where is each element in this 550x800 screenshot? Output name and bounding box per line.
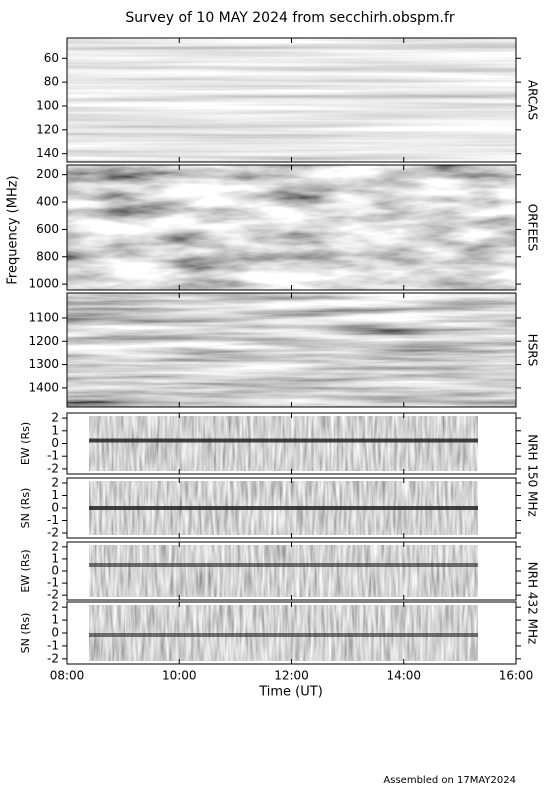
instrument-label: ORFEES xyxy=(526,204,540,251)
y-tick-label: 80 xyxy=(44,75,59,89)
nrh-band xyxy=(89,506,478,510)
nrh-band xyxy=(89,438,478,443)
y-tick-label: 2 xyxy=(51,411,59,425)
spectrogram xyxy=(67,293,516,407)
x-tick-label: 16:00 xyxy=(499,669,534,683)
spectrogram xyxy=(67,165,516,290)
y-tick-label: 2 xyxy=(51,476,59,490)
y-tick-label: 1000 xyxy=(28,277,59,291)
y-tick-label: -2 xyxy=(47,526,59,540)
spectrogram xyxy=(67,38,516,162)
y-tick-label: 60 xyxy=(44,51,59,65)
y-tick-label: 100 xyxy=(36,98,59,112)
y-tick-label: 1 xyxy=(51,423,59,437)
y-tick-label: 600 xyxy=(36,222,59,236)
x-tick-label: 08:00 xyxy=(50,669,85,683)
y-tick-label: 120 xyxy=(36,122,59,136)
y-tick-label: 400 xyxy=(36,195,59,209)
y-tick-label: -2 xyxy=(47,461,59,475)
y-tick-label: 1200 xyxy=(28,334,59,348)
panel-y-label: SN (Rs) xyxy=(19,613,32,654)
y-tick-label: 1100 xyxy=(28,310,59,324)
nrh-band xyxy=(89,563,478,567)
y-tick-label: 2 xyxy=(51,600,59,614)
y-tick-label: 800 xyxy=(36,249,59,263)
y-axis-title: Frequency (MHz) xyxy=(6,175,21,284)
nrh-band xyxy=(89,633,478,637)
y-tick-label: 0 xyxy=(51,564,59,578)
y-tick-label: 0 xyxy=(51,436,59,450)
y-tick-label: 1300 xyxy=(28,357,59,371)
nrh-image xyxy=(89,416,478,471)
y-tick-label: -2 xyxy=(47,651,59,665)
y-tick-label: 140 xyxy=(36,146,59,160)
x-tick-label: 12:00 xyxy=(274,669,309,683)
instrument-label: NRH 432 MHz xyxy=(526,562,540,645)
y-tick-label: 1 xyxy=(51,488,59,502)
y-tick-label: -1 xyxy=(47,513,59,527)
y-tick-label: 1 xyxy=(51,551,59,565)
y-tick-label: -1 xyxy=(47,638,59,652)
x-axis-title: Time (UT) xyxy=(258,685,323,700)
y-tick-label: 0 xyxy=(51,626,59,640)
y-tick-label: 200 xyxy=(36,167,59,181)
y-tick-label: -2 xyxy=(47,588,59,602)
instrument-label: NRH 150 MHz xyxy=(526,434,540,517)
panel-y-label: EW (Rs) xyxy=(19,549,32,592)
panel-y-label: EW (Rs) xyxy=(19,422,32,465)
nrh-image xyxy=(89,545,478,597)
panel-y-label: SN (Rs) xyxy=(19,488,32,529)
y-tick-label: -1 xyxy=(47,576,59,590)
x-tick-label: 10:00 xyxy=(162,669,197,683)
y-tick-label: 1 xyxy=(51,613,59,627)
footer-note: Assembled on 17MAY2024 xyxy=(383,775,516,786)
y-tick-label: 0 xyxy=(51,501,59,515)
y-tick-label: 1400 xyxy=(28,380,59,394)
y-tick-label: 2 xyxy=(51,539,59,553)
instrument-label: ARCAS xyxy=(526,80,540,120)
x-tick-label: 14:00 xyxy=(386,669,421,683)
instrument-label: HSRS xyxy=(526,334,540,367)
chart-title: Survey of 10 MAY 2024 from secchirh.obsp… xyxy=(125,10,455,26)
y-tick-label: -1 xyxy=(47,449,59,463)
